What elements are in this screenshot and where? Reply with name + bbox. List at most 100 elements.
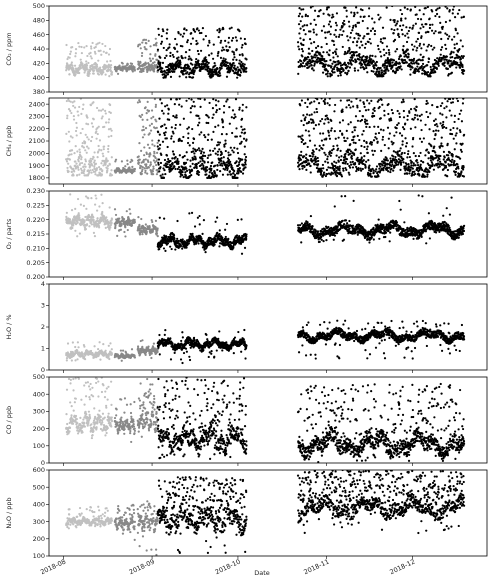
data-point: [370, 170, 372, 172]
data-point: [406, 33, 408, 35]
data-point: [226, 98, 228, 100]
data-point: [179, 124, 181, 126]
data-point: [159, 134, 161, 136]
data-point: [412, 25, 414, 27]
data-point: [435, 129, 437, 131]
data-point: [131, 224, 133, 226]
data-point: [299, 28, 301, 30]
data-point: [416, 159, 418, 161]
data-point: [192, 163, 194, 165]
data-point: [91, 136, 93, 138]
data-point: [406, 173, 408, 175]
data-point: [120, 223, 122, 225]
data-point: [417, 18, 419, 20]
data-point: [308, 134, 310, 136]
data-point: [415, 109, 417, 111]
data-point: [134, 168, 136, 170]
data-point: [82, 108, 84, 110]
data-point: [409, 156, 411, 158]
data-point: [444, 61, 446, 63]
data-point: [348, 70, 350, 72]
data-point: [158, 170, 160, 172]
data-point: [223, 156, 225, 158]
data-point: [396, 28, 398, 30]
data-point: [231, 64, 233, 66]
data-point: [241, 46, 243, 48]
data-point: [403, 110, 405, 112]
data-point: [216, 174, 218, 176]
data-point: [100, 149, 102, 151]
data-point: [417, 38, 419, 40]
data-point: [358, 59, 360, 61]
data-point: [355, 32, 357, 34]
data-point: [200, 32, 202, 34]
data-point: [401, 101, 403, 103]
data-point: [107, 167, 109, 169]
data-point: [358, 37, 360, 39]
data-point: [193, 138, 195, 140]
data-point: [401, 134, 403, 136]
data-point: [159, 57, 161, 59]
data-point: [148, 40, 150, 42]
data-point: [196, 167, 198, 169]
data-point: [141, 173, 143, 175]
data-point: [237, 66, 239, 68]
data-point: [82, 142, 84, 144]
data-point: [445, 166, 447, 168]
data-point: [329, 21, 331, 23]
data-point: [328, 6, 330, 8]
data-point: [183, 27, 185, 29]
data-point: [207, 154, 209, 156]
data-point: [422, 56, 424, 58]
data-point: [70, 153, 72, 155]
data-point: [168, 108, 170, 110]
data-point: [72, 105, 74, 107]
data-point: [420, 47, 422, 49]
data-point: [342, 30, 344, 32]
data-point: [445, 161, 447, 163]
data-point: [459, 131, 461, 133]
data-point: [456, 163, 458, 165]
data-point: [149, 57, 151, 59]
data-point: [329, 49, 331, 51]
data-point: [145, 42, 147, 44]
data-point: [152, 116, 154, 118]
data-point: [404, 35, 406, 37]
data-point: [178, 104, 180, 106]
data-point: [347, 65, 349, 67]
data-point: [217, 165, 219, 167]
data-point: [70, 51, 72, 53]
data-point: [329, 104, 331, 106]
data-point: [360, 170, 362, 172]
data-point: [363, 130, 365, 132]
data-point: [161, 110, 163, 112]
data-point: [371, 141, 373, 143]
data-point: [173, 153, 175, 155]
data-point: [218, 36, 220, 38]
data-point: [149, 45, 151, 47]
data-point: [200, 150, 202, 152]
data-point: [438, 16, 440, 18]
data-point: [427, 102, 429, 104]
data-point: [457, 13, 459, 15]
data-point: [153, 159, 155, 161]
data-point: [148, 167, 150, 169]
data-point: [86, 152, 88, 154]
data-point: [366, 71, 368, 73]
data-point: [163, 247, 165, 249]
data-point: [346, 137, 348, 139]
data-point: [400, 19, 402, 21]
data-point: [222, 120, 224, 122]
data-point: [186, 71, 188, 73]
data-point: [356, 40, 358, 42]
data-point: [127, 229, 129, 231]
data-point: [322, 164, 324, 166]
data-point: [463, 16, 465, 18]
data-point: [350, 121, 352, 123]
data-point: [415, 23, 417, 25]
data-point: [315, 24, 317, 26]
data-point: [184, 70, 186, 72]
data-point: [165, 55, 167, 57]
data-point: [360, 152, 362, 154]
data-point: [416, 162, 418, 164]
